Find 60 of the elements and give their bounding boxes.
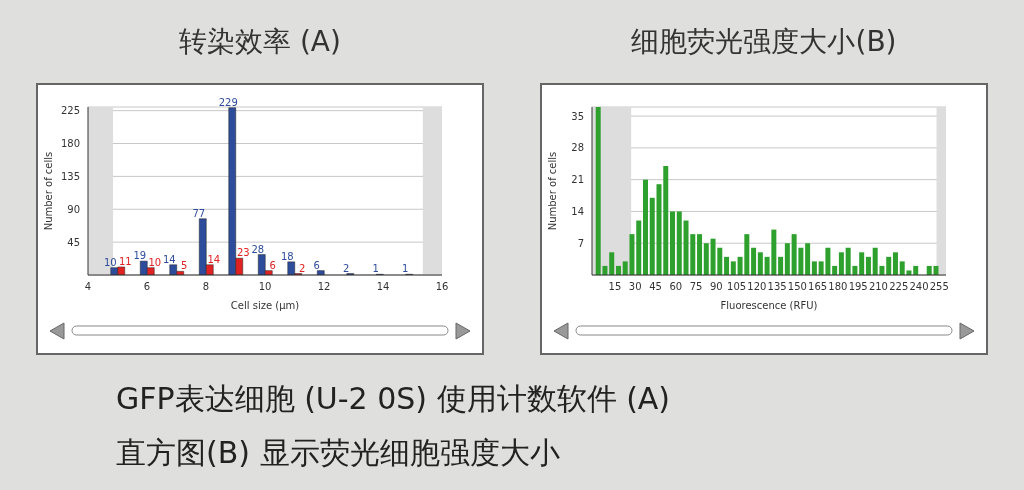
data-label: 10 xyxy=(148,256,162,268)
data-label: 5 xyxy=(181,260,188,272)
data-label: 229 xyxy=(218,96,238,108)
x-axis-title: Cell size (μm) xyxy=(230,300,300,311)
text: 直方图(B) 显示荧光细胞强度大小 xyxy=(116,434,561,472)
x-tick-label: 90 xyxy=(709,281,723,293)
x-tick-label: 180 xyxy=(828,281,848,293)
chart-title: 转染效率 (A) xyxy=(178,23,342,60)
y-tick-label: 28 xyxy=(571,142,584,154)
y-tick-label: 35 xyxy=(571,110,584,122)
x-tick-label: 120 xyxy=(747,281,767,293)
x-tick-label: 4 xyxy=(84,281,92,293)
x-tick-label: 15 xyxy=(608,281,622,293)
data-label: 14 xyxy=(207,253,221,265)
y-tick-label: 14 xyxy=(571,205,584,217)
x-tick-label: 45 xyxy=(649,281,662,293)
chart-title: 细胞荧光强度大小(B) xyxy=(630,23,898,60)
y-axis-title: Number of cells xyxy=(546,151,558,231)
x-tick-label: 150 xyxy=(787,281,807,293)
data-label: 2 xyxy=(299,262,306,274)
x-tick-label: 8 xyxy=(202,281,210,293)
y-axis-title: Number of cells xyxy=(42,151,54,231)
data-label: 1 xyxy=(402,263,409,275)
x-tick-label: 12 xyxy=(317,281,331,293)
x-tick-label: 6 xyxy=(143,281,151,293)
y-tick-label: 90 xyxy=(67,203,80,215)
x-tick-label: 195 xyxy=(848,281,868,293)
x-tick-label: 30 xyxy=(628,281,642,293)
data-label: 1 xyxy=(372,263,379,275)
y-tick-label: 135 xyxy=(60,170,80,182)
x-tick-label: 105 xyxy=(727,281,747,293)
x-axis-title: Fluorescence (RFU) xyxy=(720,300,818,311)
data-label: 6 xyxy=(269,259,276,271)
y-tick-label: 225 xyxy=(60,105,80,117)
data-label: 23 xyxy=(236,247,250,259)
x-tick-label: 14 xyxy=(376,281,390,293)
data-label: 11 xyxy=(118,255,132,267)
x-tick-label: 255 xyxy=(929,281,949,293)
data-label: 2 xyxy=(343,262,350,274)
text: GFP表达细胞 (U-2 0S) 使用计数软件 (A) xyxy=(116,380,671,418)
x-tick-label: 75 xyxy=(689,281,703,293)
x-tick-label: 225 xyxy=(889,281,909,293)
x-tick-label: 240 xyxy=(909,281,929,293)
data-label: 19 xyxy=(133,250,147,262)
y-tick-label: 21 xyxy=(571,174,584,186)
x-tick-label: 60 xyxy=(669,281,683,293)
y-tick-label: 180 xyxy=(60,138,80,150)
y-tick-label: 45 xyxy=(67,236,80,248)
data-label: 14 xyxy=(162,253,176,265)
data-label: 77 xyxy=(192,207,206,219)
x-tick-label: 210 xyxy=(868,281,888,293)
data-label: 18 xyxy=(280,250,294,262)
x-tick-label: 135 xyxy=(767,281,787,293)
data-label: 6 xyxy=(313,259,320,271)
x-tick-label: 16 xyxy=(435,281,449,293)
x-tick-label: 165 xyxy=(808,281,828,293)
data-label: 10 xyxy=(103,256,117,268)
data-label: 28 xyxy=(251,243,265,255)
y-tick-label: 7 xyxy=(577,237,584,249)
x-tick-label: 10 xyxy=(258,281,272,293)
